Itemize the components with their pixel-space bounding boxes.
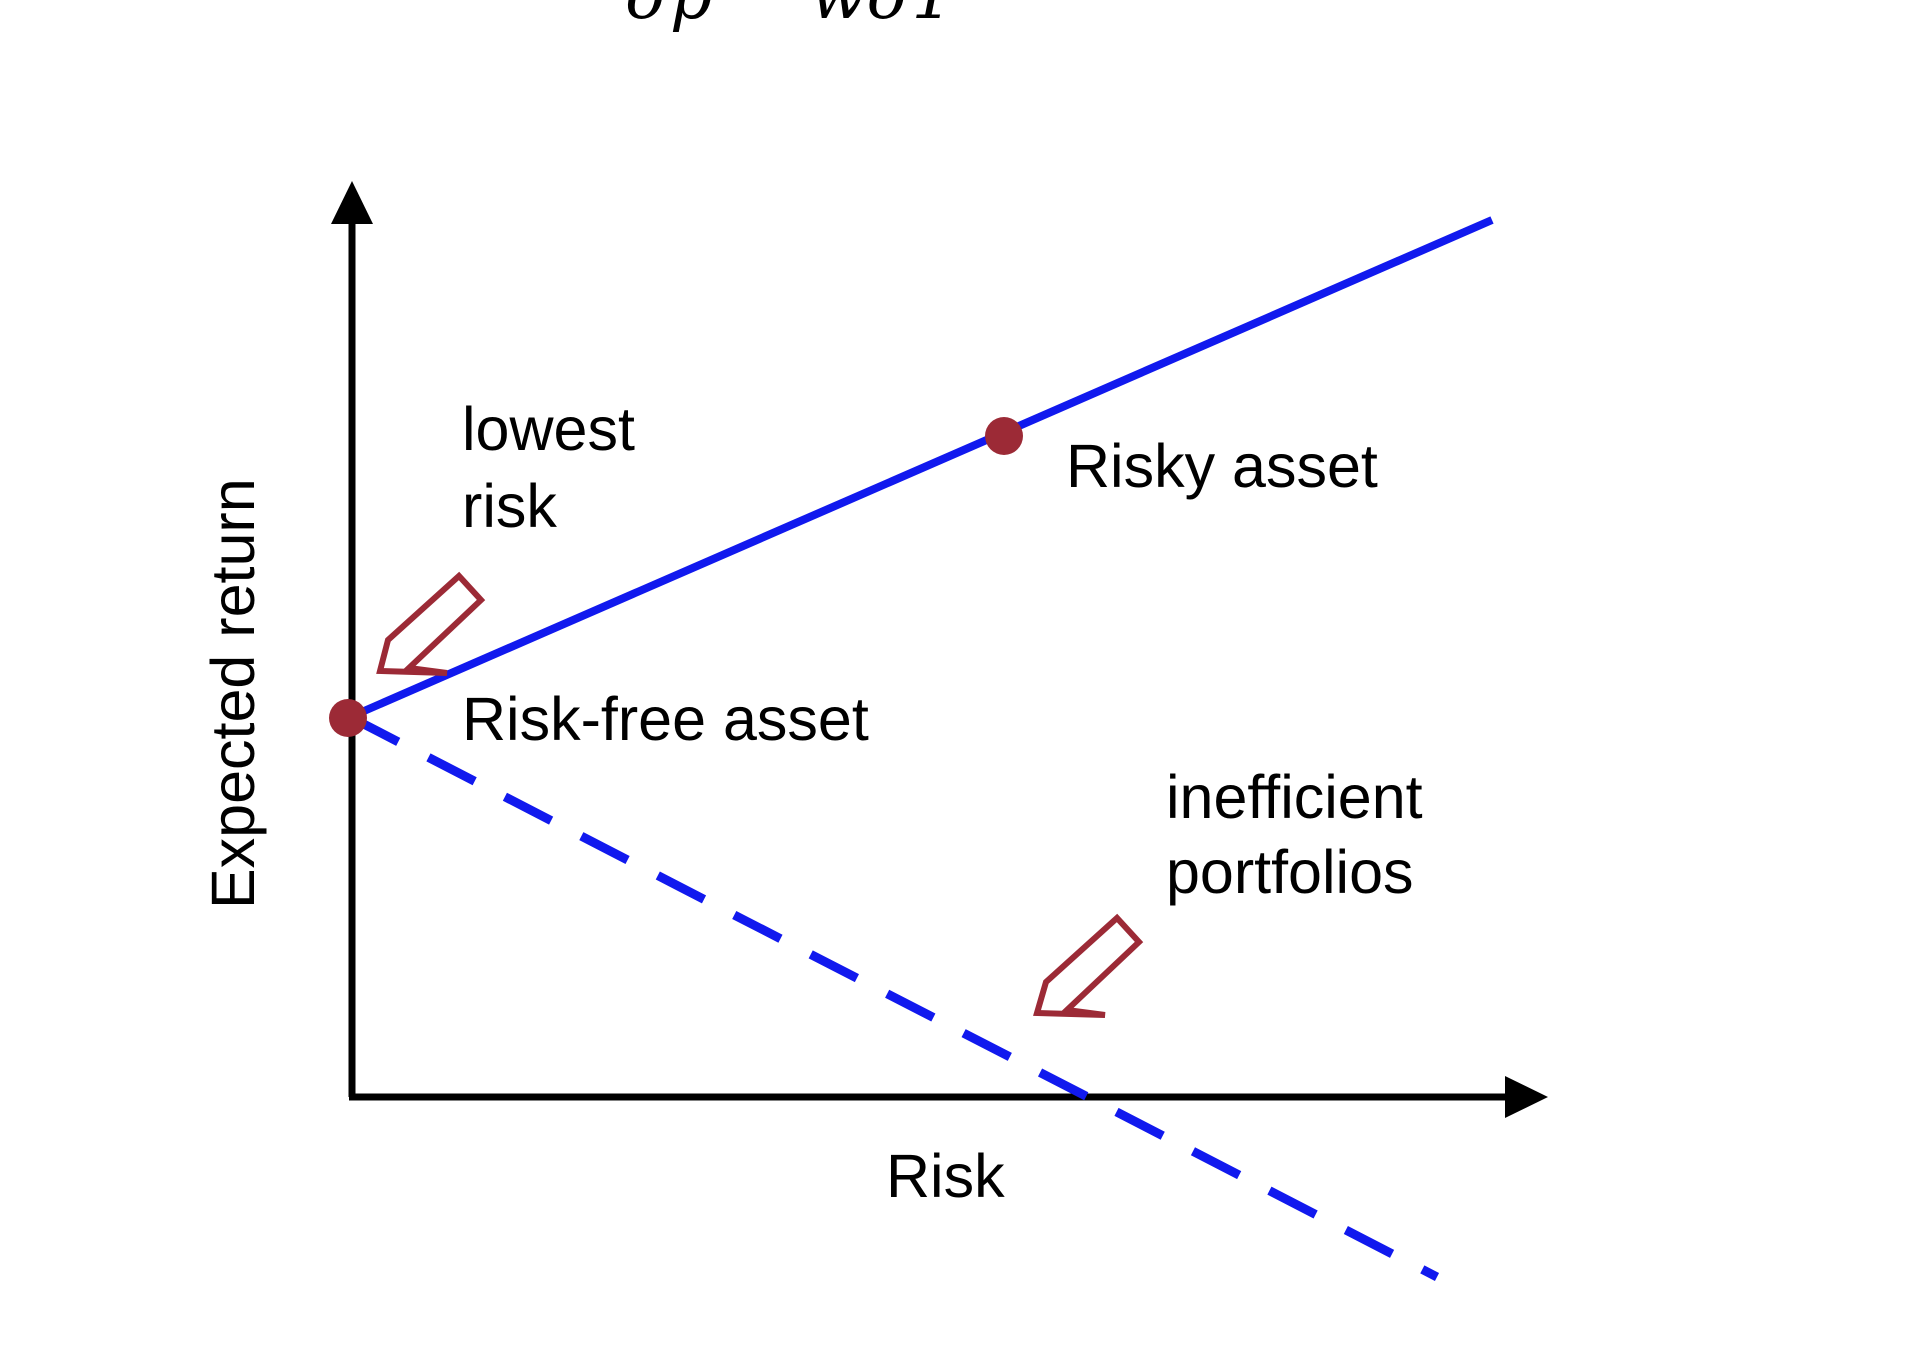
risky-asset-label: Risky asset — [1066, 432, 1378, 500]
x-axis-label: Risk — [886, 1142, 1005, 1210]
lowest-risk-arrow-icon — [376, 571, 486, 676]
x-axis-arrowhead — [1505, 1076, 1548, 1118]
allocation-line — [346, 216, 1494, 722]
inefficient-portfolios-arrow-icon — [1033, 913, 1144, 1018]
inefficient-label-line2: portfolios — [1166, 838, 1414, 906]
y-axis-arrowhead — [331, 181, 373, 224]
risky-asset-point — [985, 417, 1023, 455]
lowest-risk-label-line1: lowest — [462, 395, 635, 463]
risk-free-asset-point — [329, 699, 367, 737]
inefficient-label-line1: inefficient — [1166, 763, 1423, 831]
inefficient-portfolios-line — [349, 713, 1440, 1282]
formula-left: σp — [625, 0, 712, 34]
formula-right: wσ1 — [810, 0, 954, 34]
lowest-risk-label-line2: risk — [462, 472, 557, 540]
y-axis-label: Expected return — [199, 478, 267, 909]
risk-free-asset-label: Risk-free asset — [462, 685, 869, 753]
